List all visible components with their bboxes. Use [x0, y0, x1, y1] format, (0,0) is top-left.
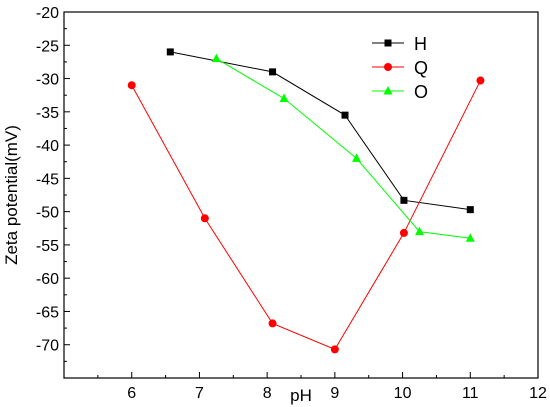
x-axis: 6 7 8 9 10 11 12 — [63, 372, 547, 402]
legend-label: O — [414, 82, 428, 102]
series-layer — [127, 48, 485, 354]
y-tick-label: -40 — [36, 138, 59, 155]
series-q-point — [127, 81, 136, 90]
series-q-line — [131, 80, 481, 351]
y-tick-label: -60 — [36, 271, 59, 288]
y-tick-label: -20 — [36, 5, 59, 22]
series-o-point — [465, 233, 475, 242]
series-q — [127, 76, 485, 354]
series-h-point — [269, 68, 277, 76]
y-axis-title: Zeta potential(mV) — [2, 125, 21, 265]
series-q-point — [200, 214, 209, 223]
series-o-line — [216, 58, 471, 239]
y-tick-label: -70 — [36, 338, 59, 355]
series-h-point — [466, 206, 474, 214]
plot-border — [63, 11, 539, 379]
legend-item-q: Q — [372, 58, 428, 78]
series-q-point — [268, 319, 277, 328]
x-tick-label: 10 — [394, 385, 412, 402]
plot-frame — [63, 11, 539, 379]
series-o — [211, 53, 475, 242]
legend: HQO — [372, 34, 428, 102]
legend-item-o: O — [372, 82, 428, 102]
series-h-point — [166, 48, 174, 56]
x-tick-label: 11 — [462, 385, 479, 402]
y-tick-label: -50 — [36, 205, 59, 222]
series-h — [166, 48, 474, 214]
series-o-point — [211, 53, 221, 63]
x-tick-label: 6 — [127, 385, 136, 402]
legend-marker — [384, 39, 392, 47]
x-tick-label: 8 — [263, 385, 272, 402]
legend-item-h: H — [372, 34, 427, 54]
x-tick-label: 9 — [330, 385, 339, 402]
y-tick-label: -45 — [36, 171, 59, 188]
y-axis: -20 -25 -30 -35 -40 -45 -50 -55 -60 -65 -70 — [36, 5, 70, 379]
x-axis-title: pH — [290, 386, 312, 405]
series-h-point — [341, 111, 349, 119]
legend-label: Q — [414, 58, 428, 78]
legend-label: H — [414, 34, 427, 54]
y-tick-label: -30 — [36, 72, 59, 89]
series-o-point — [415, 226, 424, 236]
x-tick-label: 7 — [195, 385, 204, 402]
series-q-point — [399, 228, 408, 237]
series-o-point — [279, 93, 289, 103]
y-tick-label: -55 — [36, 238, 59, 255]
legend-marker — [384, 63, 392, 71]
y-tick-label: -35 — [36, 105, 59, 122]
y-tick-label: -25 — [36, 38, 59, 55]
x-tick-label: 12 — [529, 385, 547, 402]
series-o-point — [352, 153, 362, 162]
series-q-point — [330, 345, 339, 354]
y-tick-label: -65 — [36, 304, 59, 321]
series-q-point — [476, 76, 485, 85]
series-h-point — [400, 196, 408, 204]
legend-marker — [383, 86, 393, 95]
